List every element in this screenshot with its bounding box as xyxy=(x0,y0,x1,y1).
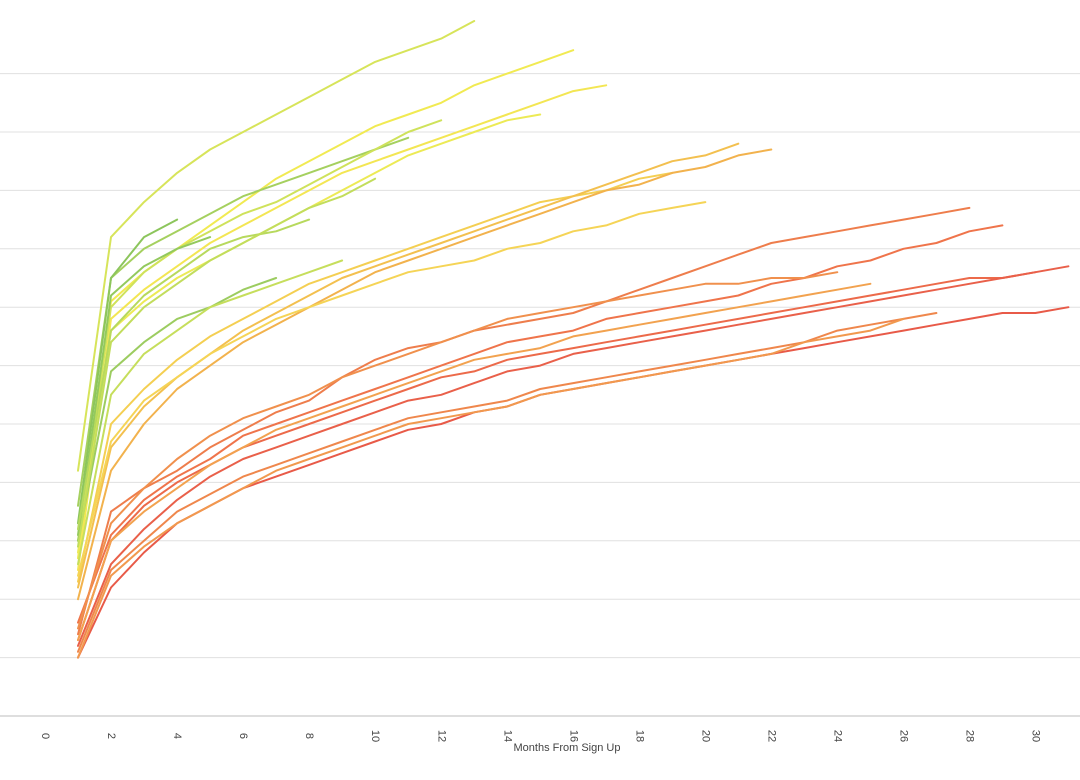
x-tick-label: 18 xyxy=(633,730,645,742)
x-tick-label: 10 xyxy=(369,730,381,742)
x-tick-label: 20 xyxy=(699,730,711,742)
cohort-line xyxy=(77,218,179,525)
x-tick-label: 30 xyxy=(1030,730,1042,742)
cohort-line xyxy=(77,317,905,659)
cohort-line xyxy=(77,201,707,577)
cohort-line xyxy=(77,259,344,566)
cohort-line xyxy=(77,271,839,630)
x-axis-title: Months From Sign Up xyxy=(514,742,621,754)
cohort-line xyxy=(77,206,971,636)
cohort-line xyxy=(77,282,872,642)
x-tick-label: 4 xyxy=(171,733,183,739)
x-tick-label: 2 xyxy=(105,733,117,739)
x-tick-label: 8 xyxy=(303,733,315,739)
cohort-line xyxy=(77,177,377,548)
x-tick-label: 24 xyxy=(831,730,843,742)
cohort-line xyxy=(77,218,311,531)
x-tick-label: 6 xyxy=(237,733,249,739)
cohort-line xyxy=(77,20,476,472)
cohort-line xyxy=(77,224,1004,624)
x-tick-label: 14 xyxy=(501,730,513,742)
x-tick-label: 28 xyxy=(963,730,975,742)
cohort-line xyxy=(77,277,278,542)
x-tick-label: 22 xyxy=(765,730,777,742)
cohort-line xyxy=(77,136,410,507)
x-tick-label: 16 xyxy=(567,730,579,742)
cohort-line xyxy=(77,148,773,601)
cohort-line xyxy=(77,236,212,536)
cohort-line xyxy=(77,119,443,542)
cohort-line xyxy=(77,312,938,653)
x-tick-label: 12 xyxy=(435,730,447,742)
x-tick-label: 26 xyxy=(897,730,909,742)
cohort-line xyxy=(77,265,1070,647)
x-tick-label: 0 xyxy=(39,733,51,739)
cohort-line xyxy=(77,84,608,571)
cohort-line xyxy=(77,271,1037,642)
